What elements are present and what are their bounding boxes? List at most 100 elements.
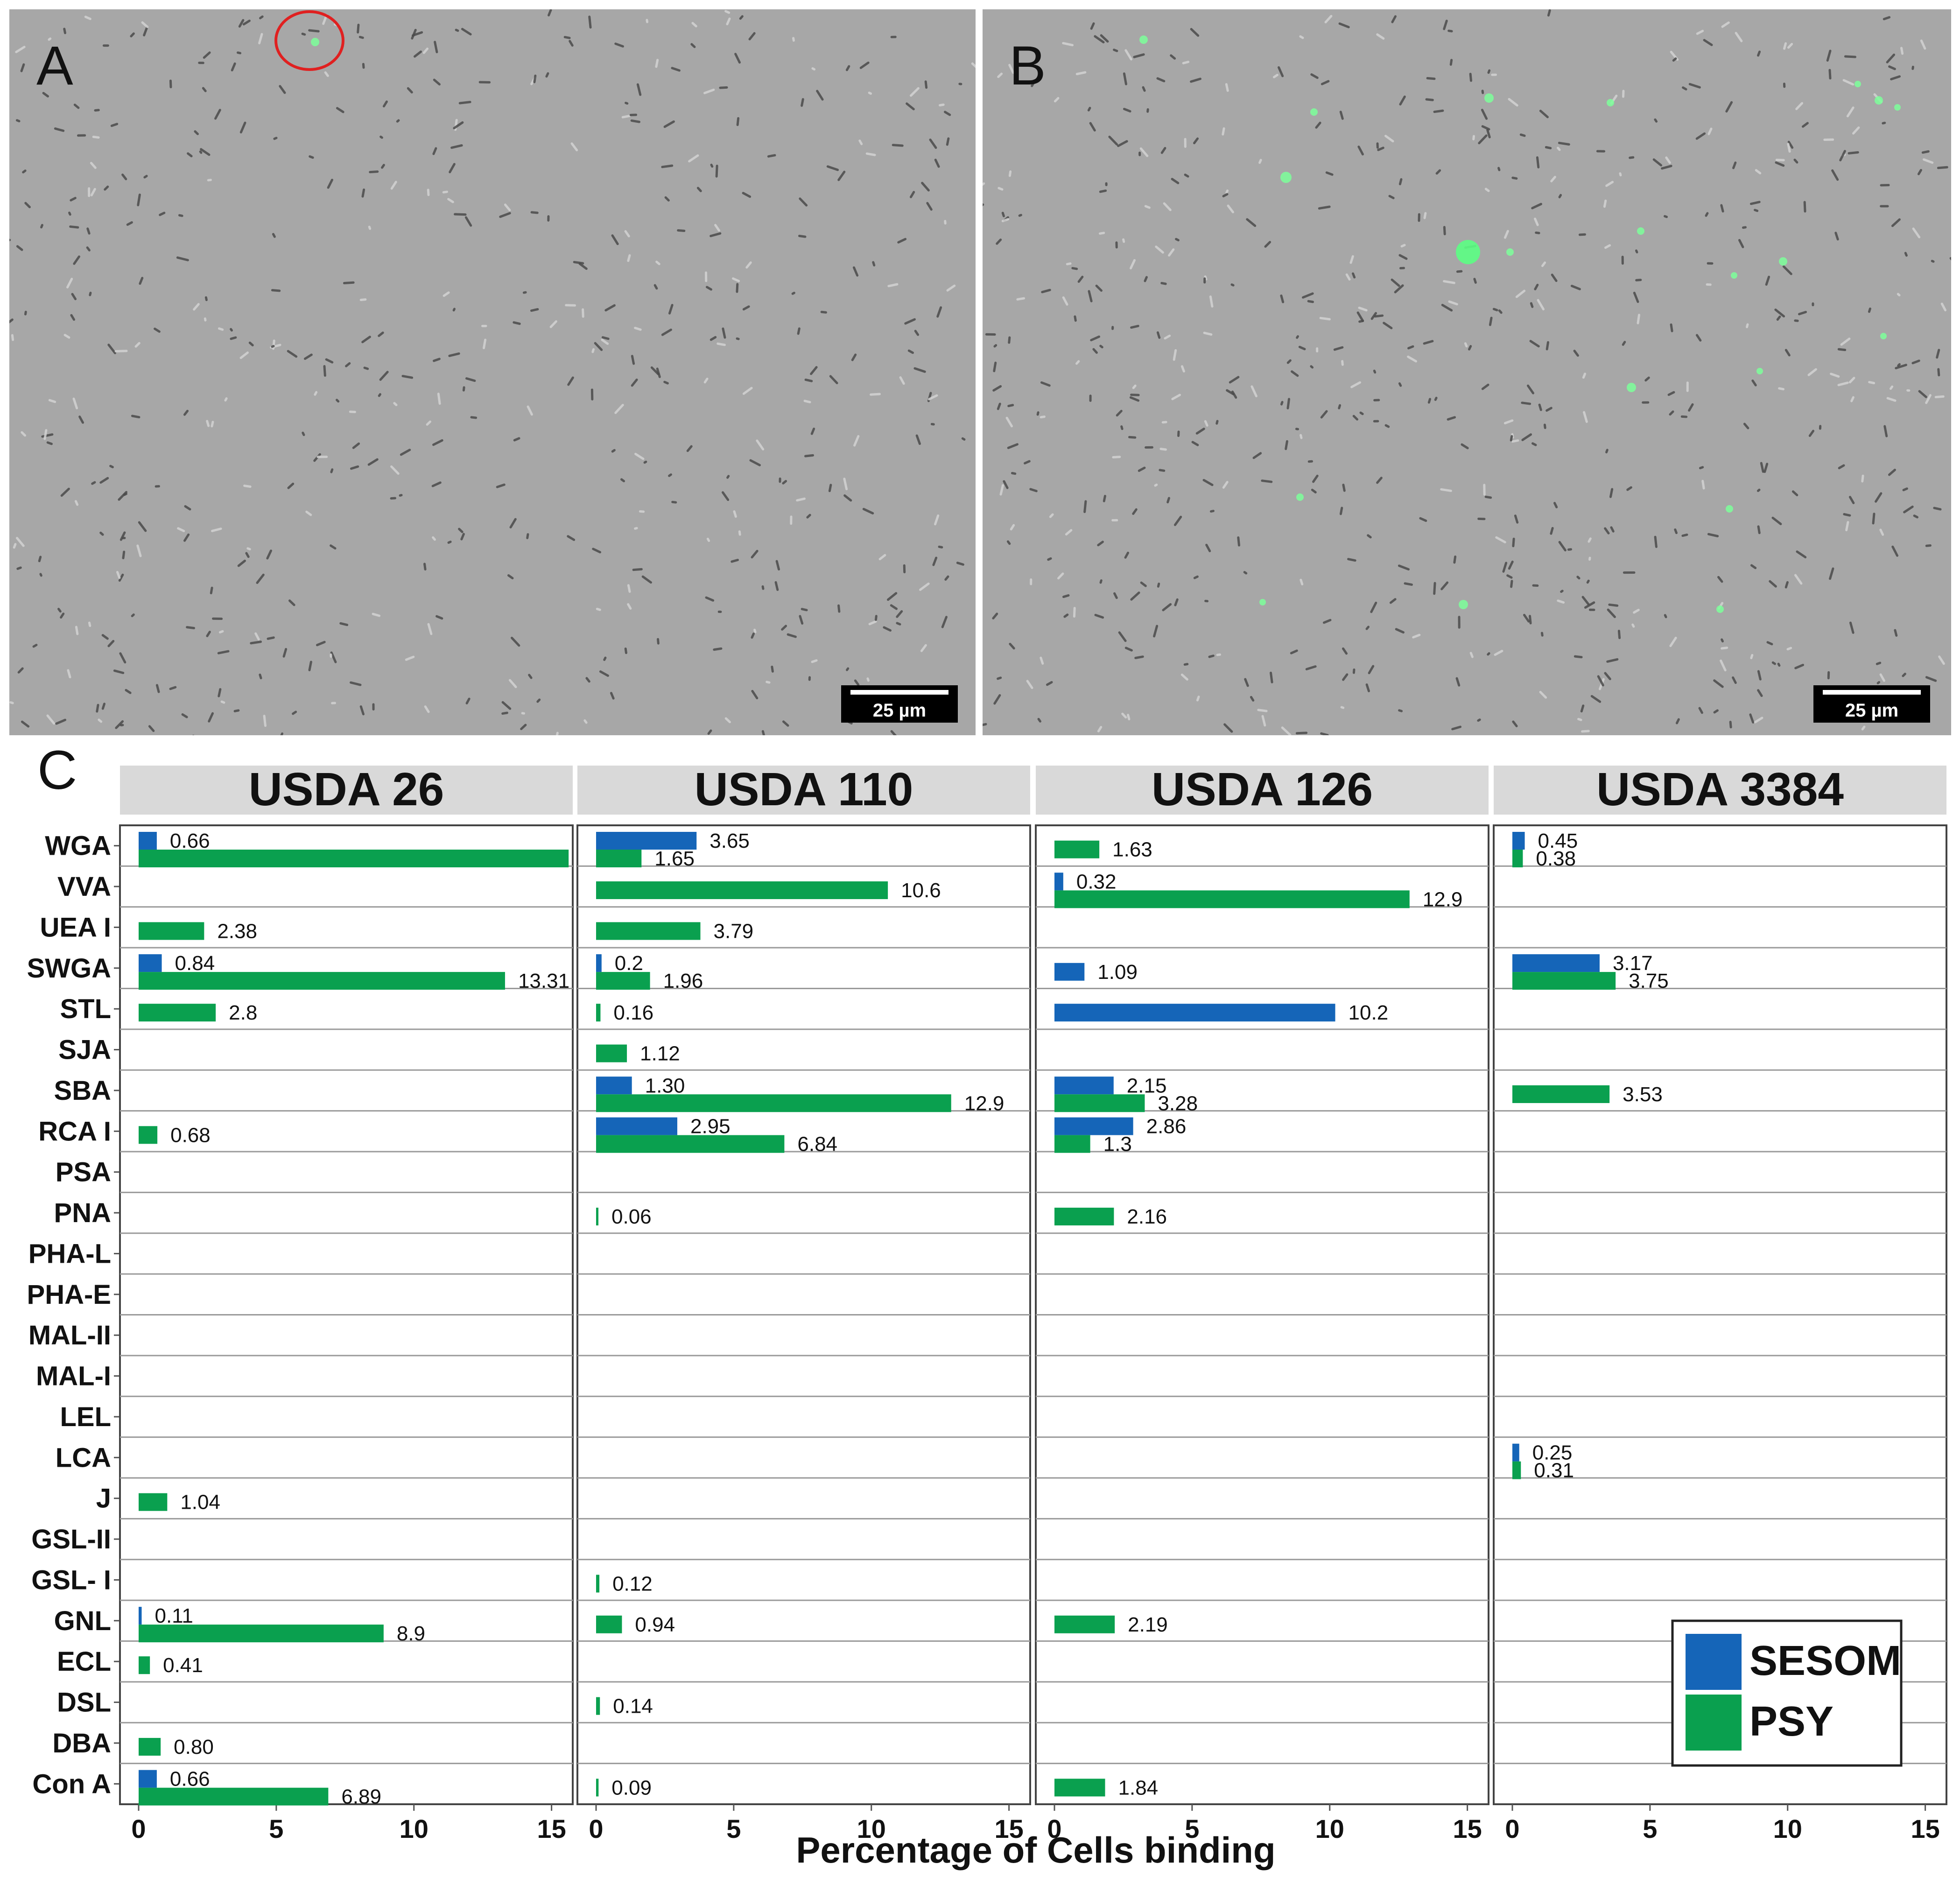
bacterium [1088,290,1093,302]
bacterium [1458,616,1461,629]
bacterium [792,37,795,42]
bar-psy [1512,850,1523,867]
bar-psy [596,1779,599,1797]
bacterium [77,134,86,137]
bacterium [1891,545,1899,557]
bacterium [1365,683,1370,692]
bacterium [1383,322,1393,330]
bacterium [1183,663,1189,666]
bacterium [1008,336,1011,344]
bacterium [1510,580,1513,588]
bacterium [1511,176,1518,180]
bacterium [993,694,1001,705]
bacterium [1399,267,1405,270]
x-tick-label: 15 [994,1814,1023,1843]
bacterium [218,630,224,633]
bacterium [84,15,91,21]
bacterium [73,255,80,265]
bacterium [1605,181,1614,187]
bacterium [614,42,624,48]
bar-value-label: 12.9 [964,1092,1005,1115]
bacterium [748,32,756,41]
bacterium [1358,306,1368,312]
bacterium [1897,363,1901,367]
bacterium [1512,537,1515,548]
bacterium [1307,300,1314,303]
bacterium [1787,42,1793,49]
bar-value-label: 2.19 [1128,1613,1168,1636]
facet-strip [1036,766,1489,815]
bacterium [868,91,872,95]
bacterium [625,101,629,105]
bar-value-label: 0.38 [1536,847,1576,870]
bacterium [1558,194,1562,198]
bar-value-label: 2.16 [1127,1205,1167,1228]
bacterium [1352,668,1356,674]
bacterium [1675,718,1680,724]
bacterium [1617,630,1621,640]
bacterium [1071,267,1078,270]
bacterium [717,342,726,346]
bacterium [1623,571,1636,574]
bacterium [997,402,1001,410]
bacterium [1875,492,1883,503]
bacterium [1699,466,1704,470]
bacterium [15,537,25,547]
bacterium [1753,209,1759,212]
bacterium [169,79,172,89]
bacterium [1757,525,1761,535]
bacterium [883,626,892,632]
bacterium [1567,548,1572,551]
bacterium [904,318,916,325]
bacterium [1543,423,1546,429]
bacterium [1672,57,1677,62]
bacterium [811,659,818,663]
bacterium [1794,319,1799,322]
bacterium [1349,255,1354,264]
bacterium [627,603,632,610]
bacterium [717,611,722,613]
fluorescent-cell [1280,172,1292,183]
bar-value-label: 0.45 [1538,830,1578,852]
bacterium [327,178,333,189]
bacterium [1707,533,1719,537]
bacterium [1115,241,1118,249]
bacterium [1721,638,1724,643]
bacterium [1062,42,1074,47]
bacterium [178,214,183,217]
bacterium [40,224,43,229]
bacterium [791,291,795,295]
bacterium [909,87,920,97]
bacterium [1879,528,1884,536]
bacterium [1536,156,1540,169]
bar-value-label: 0.66 [170,830,210,852]
bar-value-label: 1.84 [1118,1776,1159,1799]
bacterium [1352,415,1359,421]
bacterium [183,533,190,542]
scale-bar-b: 25 µm [1813,685,1930,723]
bacterium [271,345,275,348]
bacterium [1787,141,1794,149]
bacterium [1588,556,1591,561]
bacterium [1139,147,1149,157]
bacterium [1665,156,1671,164]
bacterium [1766,641,1773,646]
facet-strip [120,766,573,815]
bacterium [1352,272,1356,279]
bacterium [1011,472,1017,475]
bacterium [1252,452,1262,459]
bacterium [548,9,552,17]
bacterium [808,676,811,681]
bacterium [1849,621,1855,634]
bacterium [696,187,702,192]
bacterium [704,271,708,282]
bacterium [657,638,660,645]
bacterium [1195,428,1205,435]
bacterium [650,366,660,375]
bacterium [336,399,340,403]
bacterium [1938,655,1945,665]
bar-value-label: 3.53 [1623,1083,1663,1106]
bacterium [1447,416,1456,421]
bacterium [48,37,52,41]
bacterium [1123,72,1127,85]
